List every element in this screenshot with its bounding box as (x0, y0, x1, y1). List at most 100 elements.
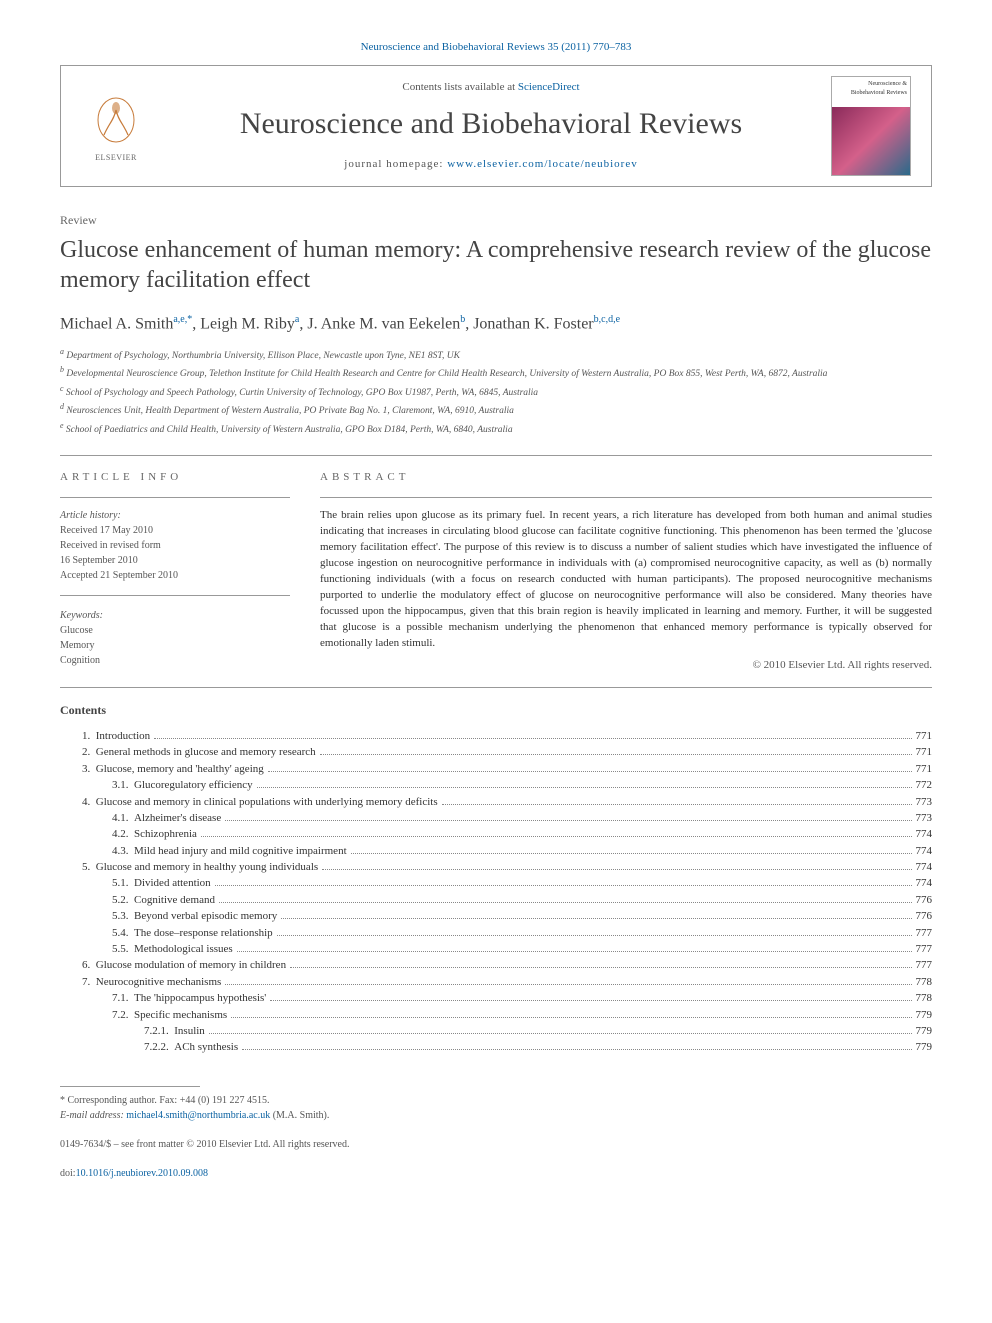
doi-label: doi: (60, 1168, 76, 1179)
toc-title: The 'hippocampus hypothesis' (134, 991, 266, 1006)
toc-page: 771 (916, 729, 933, 744)
toc-row: 4.1. Alzheimer's disease 773 (60, 811, 932, 826)
sciencedirect-link[interactable]: ScienceDirect (518, 81, 580, 93)
toc-number: 3.1. (112, 778, 134, 793)
toc-page: 774 (916, 860, 933, 875)
toc-row: 7.1. The 'hippocampus hypothesis' 778 (60, 991, 932, 1006)
journal-homepage: journal homepage: www.elsevier.com/locat… (151, 157, 831, 172)
toc-number: 4.1. (112, 811, 134, 826)
contents-available-label: Contents lists available at (402, 81, 517, 93)
toc-row: 6. Glucose modulation of memory in child… (60, 958, 932, 973)
toc-page: 777 (916, 942, 933, 957)
toc-number: 2. (82, 745, 96, 760)
toc-number: 5.1. (112, 876, 134, 891)
toc-row: 5.4. The dose–response relationship 777 (60, 926, 932, 941)
toc-row: 5.5. Methodological issues 777 (60, 942, 932, 957)
toc-title: Beyond verbal episodic memory (134, 909, 277, 924)
toc-number: 4.2. (112, 827, 134, 842)
toc-page: 774 (916, 844, 933, 859)
toc-page: 774 (916, 876, 933, 891)
toc-row: 1. Introduction 771 (60, 729, 932, 744)
author-name: J. Anke M. van Eekelen (307, 316, 460, 333)
toc-row: 4.2. Schizophrenia 774 (60, 827, 932, 842)
history-line: Accepted 21 September 2010 (60, 568, 290, 583)
authors: Michael A. Smitha,e,*, Leigh M. Ribya, J… (60, 313, 932, 336)
affil-link[interactable]: a (295, 314, 299, 325)
doi-link[interactable]: 10.1016/j.neubiorev.2010.09.008 (76, 1168, 208, 1179)
toc-page: 777 (916, 926, 933, 941)
toc-number: 5. (82, 860, 96, 875)
toc-dots (281, 918, 911, 919)
abstract-col: ABSTRACT The brain relies upon glucose a… (320, 470, 932, 673)
affil-link[interactable]: a,e,* (173, 314, 192, 325)
toc-page: 779 (916, 1040, 933, 1055)
toc-title: Insulin (174, 1024, 205, 1039)
affiliation-line: c School of Psychology and Speech Pathol… (60, 383, 932, 400)
contents-available-line: Contents lists available at ScienceDirec… (151, 80, 831, 95)
toc-title: Neurocognitive mechanisms (96, 975, 222, 990)
article-title: Glucose enhancement of human memory: A c… (60, 235, 932, 295)
toc-row: 5. Glucose and memory in healthy young i… (60, 860, 932, 875)
keywords-label: Keywords: (60, 608, 290, 623)
doi-line: doi:10.1016/j.neubiorev.2010.09.008 (60, 1166, 932, 1181)
abstract-heading: ABSTRACT (320, 470, 932, 485)
toc-dots (270, 1000, 911, 1001)
toc-row: 3. Glucose, memory and 'healthy' ageing … (60, 762, 932, 777)
journal-header-box: ELSEVIER Contents lists available at Sci… (60, 65, 932, 187)
toc-row: 2. General methods in glucose and memory… (60, 745, 932, 760)
keyword: Cognition (60, 653, 290, 668)
toc-dots (320, 754, 912, 755)
toc-page: 779 (916, 1024, 933, 1039)
history-line: 16 September 2010 (60, 553, 290, 568)
footnote-separator (60, 1086, 200, 1087)
history-line: Received in revised form (60, 538, 290, 553)
toc-row: 4. Glucose and memory in clinical popula… (60, 795, 932, 810)
article-info-col: ARTICLE INFO Article history: Received 1… (60, 470, 290, 673)
toc-dots (225, 820, 911, 821)
toc-number: 7.2. (112, 1008, 134, 1023)
toc-title: Divided attention (134, 876, 211, 891)
toc-page: 778 (916, 991, 933, 1006)
toc-dots (242, 1049, 911, 1050)
toc-dots (442, 804, 912, 805)
corresponding-author-note: * Corresponding author. Fax: +44 (0) 191… (60, 1093, 932, 1123)
cover-thumb-title: Neuroscience & Biobehavioral Reviews (832, 77, 910, 107)
homepage-link[interactable]: www.elsevier.com/locate/neubiorev (447, 158, 638, 170)
contents-heading: Contents (60, 702, 932, 719)
toc-dots (268, 771, 912, 772)
author-affil-sup: b,c,d,e (594, 314, 620, 325)
toc-row: 7.2.1. Insulin 779 (60, 1024, 932, 1039)
toc-page: 773 (916, 795, 933, 810)
toc-dots (351, 853, 912, 854)
toc-title: Mild head injury and mild cognitive impa… (134, 844, 347, 859)
toc-dots (201, 836, 912, 837)
toc-number: 1. (82, 729, 96, 744)
toc-page: 774 (916, 827, 933, 842)
email-author: (M.A. Smith). (273, 1110, 330, 1121)
homepage-label: journal homepage: (344, 158, 447, 170)
divider (60, 455, 932, 456)
corr-author-text: Corresponding author. Fax: +44 (0) 191 2… (68, 1095, 270, 1106)
toc-row: 4.3. Mild head injury and mild cognitive… (60, 844, 932, 859)
toc-number: 7.1. (112, 991, 134, 1006)
asterisk-icon: * (60, 1095, 68, 1106)
toc-title: General methods in glucose and memory re… (96, 745, 316, 760)
article-type: Review (60, 212, 932, 229)
corr-email-link[interactable]: michael4.smith@northumbria.ac.uk (126, 1110, 270, 1121)
author-affil-sup: a (295, 314, 299, 325)
affil-link[interactable]: b (460, 314, 465, 325)
toc-title: Methodological issues (134, 942, 233, 957)
keyword: Glucose (60, 623, 290, 638)
affil-link[interactable]: b,c,d,e (594, 314, 620, 325)
toc-number: 5.4. (112, 926, 134, 941)
journal-cover-thumbnail: Neuroscience & Biobehavioral Reviews (831, 76, 911, 176)
toc-number: 6. (82, 958, 96, 973)
toc-page: 778 (916, 975, 933, 990)
author-name: Leigh M. Riby (200, 316, 295, 333)
abstract-text: The brain relies upon glucose as its pri… (320, 508, 932, 651)
toc-title: Glucoregulatory efficiency (134, 778, 253, 793)
article-info-heading: ARTICLE INFO (60, 470, 290, 485)
affiliation-line: d Neurosciences Unit, Health Department … (60, 401, 932, 418)
toc-title: The dose–response relationship (134, 926, 273, 941)
toc-page: 779 (916, 1008, 933, 1023)
